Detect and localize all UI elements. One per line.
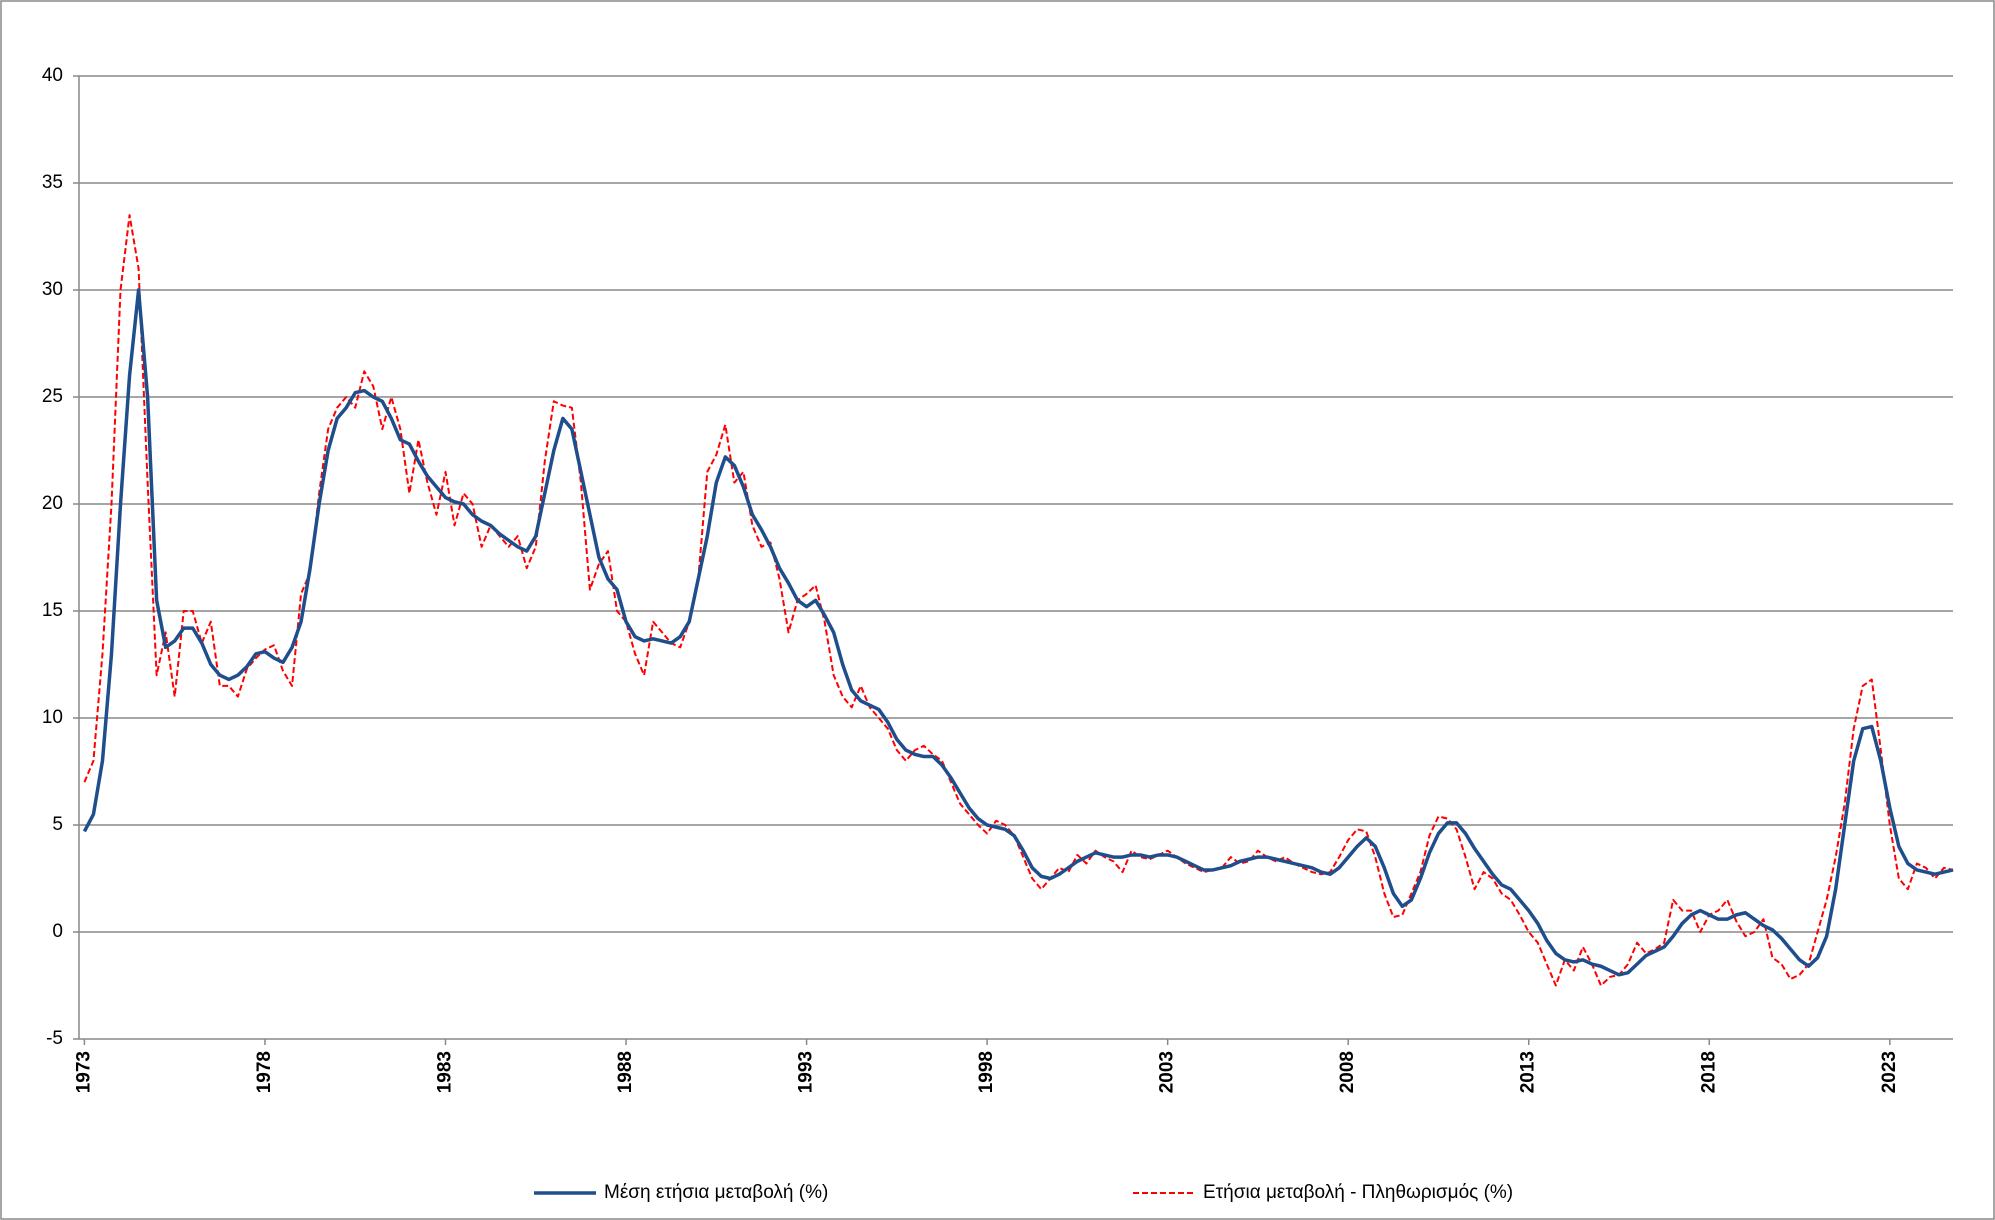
series-line — [82, 288, 1954, 977]
y-tick-label: 15 — [42, 600, 63, 621]
y-tick-label: 20 — [42, 493, 63, 514]
x-tick-label: 2023 — [1879, 1051, 1900, 1093]
y-tick-label: 35 — [42, 172, 63, 193]
legend-label: Ετήσια μεταβολή - Πληθωρισμός (%) — [1203, 1182, 1513, 1203]
y-tick-label: 10 — [42, 707, 63, 728]
y-tick-label: 0 — [52, 921, 63, 942]
y-tick-label: 30 — [42, 279, 63, 300]
x-tick-label: 1983 — [435, 1051, 456, 1093]
y-tick-label: -5 — [46, 1028, 63, 1049]
x-tick-label: 1993 — [796, 1051, 817, 1093]
y-tick-label: 25 — [42, 386, 63, 407]
x-tick-label: 2013 — [1518, 1051, 1539, 1093]
y-tick-label: 40 — [42, 65, 63, 86]
x-tick-label: 2003 — [1157, 1051, 1178, 1093]
legend-label: Μέση ετήσια μεταβολή (%) — [604, 1182, 828, 1203]
x-tick-label: 1978 — [254, 1051, 275, 1093]
x-tick-label: 1973 — [73, 1051, 94, 1093]
x-tick-label: 1998 — [976, 1051, 997, 1093]
x-tick-label: 2018 — [1698, 1051, 1719, 1093]
y-tick-label: 5 — [52, 814, 63, 835]
x-tick-label: 2008 — [1337, 1051, 1358, 1093]
x-tick-label: 1988 — [615, 1051, 636, 1093]
